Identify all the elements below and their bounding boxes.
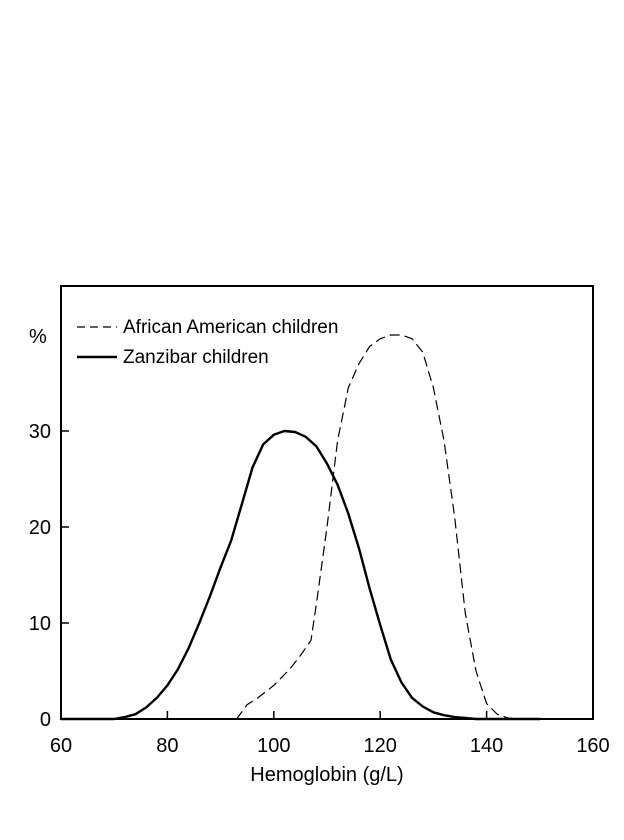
legend: African American children Zanzibar child…: [77, 317, 338, 368]
series-line-zanzibar: [59, 429, 541, 721]
y-tick-label: 0: [40, 709, 51, 731]
x-tick-label: 160: [576, 735, 609, 757]
y-tick-label: 20: [29, 517, 51, 539]
x-tick-label: 120: [364, 735, 397, 757]
y-tick-label: 30: [29, 421, 51, 443]
x-axis: 60 80 100 120 140 160: [50, 711, 610, 757]
series-line-african-american: [236, 334, 541, 720]
x-tick-label: 60: [50, 735, 72, 757]
x-axis-label: Hemoglobin (g/L): [250, 764, 403, 786]
x-tick-label: 140: [470, 735, 503, 757]
series-layer: [59, 334, 541, 721]
y-tick-label: 10: [29, 613, 51, 635]
legend-label-zanzibar: Zanzibar children: [123, 347, 269, 368]
plot-frame: [60, 285, 594, 720]
legend-label-african-american: African American children: [123, 317, 338, 338]
y-axis-label: %: [29, 326, 47, 348]
y-axis: 0 10 20 30: [29, 421, 69, 731]
x-tick-label: 80: [156, 735, 178, 757]
x-tick-label: 100: [257, 735, 290, 757]
